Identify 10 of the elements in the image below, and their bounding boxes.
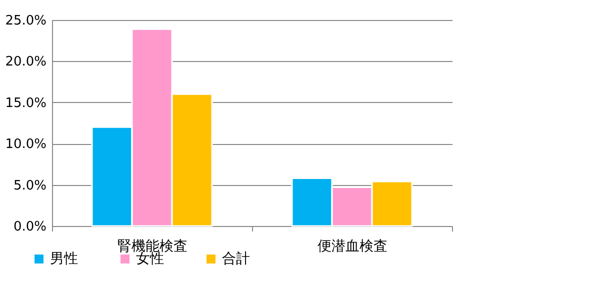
legend-label: 女性: [136, 251, 164, 267]
y-tick-label: 15.0%: [5, 96, 46, 111]
y-tick-label: 20.0%: [5, 54, 46, 70]
y-tick-label: 10.0%: [5, 137, 46, 152]
y-tick-label: 5.0%: [13, 178, 46, 194]
legend-label: 合計: [222, 251, 250, 267]
legend-label: 男性: [50, 251, 78, 267]
x-tick-label: 便潜血検査: [318, 238, 388, 254]
y-tick-label: 25.0%: [5, 14, 46, 28]
y-tick-label: 0.0%: [13, 220, 46, 234]
